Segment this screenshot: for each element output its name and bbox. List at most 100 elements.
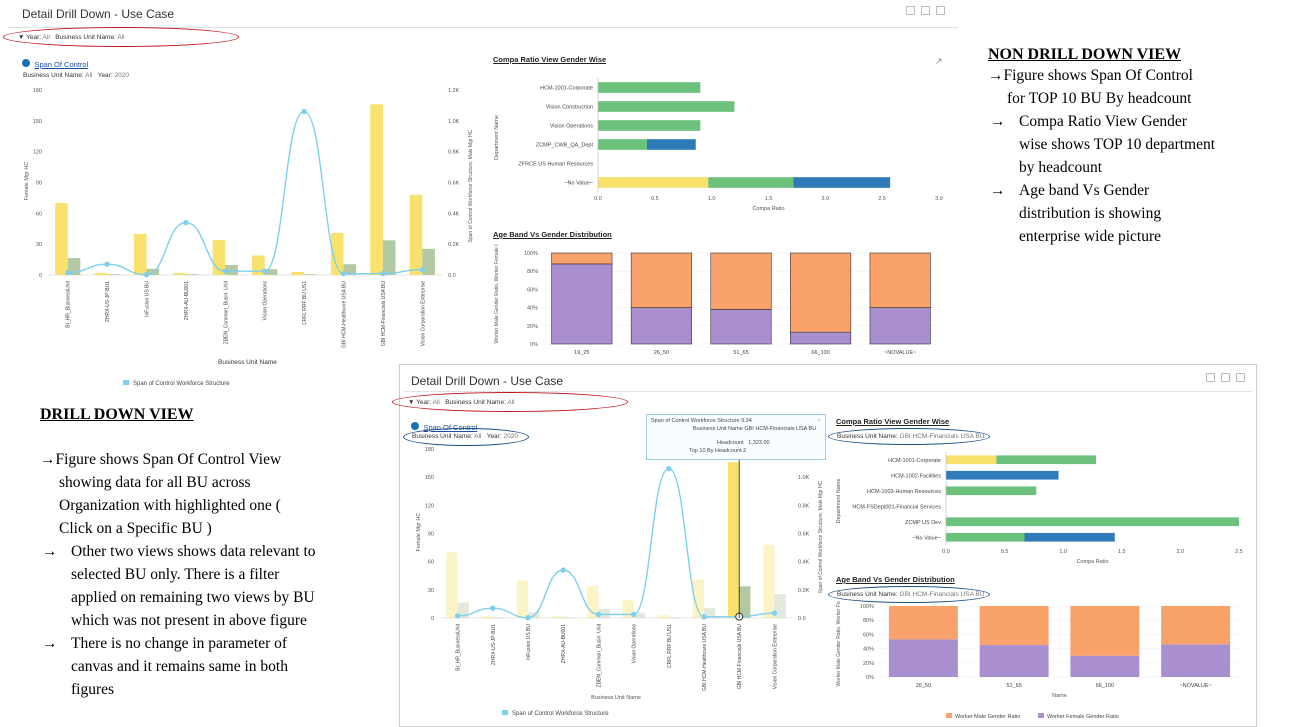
bottom-compa-sub-highlight	[828, 428, 990, 445]
non-drill-line: for TOP 10 BU By headcount	[1007, 90, 1192, 107]
y-tick-label: 60%	[527, 287, 538, 293]
y-tick-label: HCM-1001-Corporate	[888, 458, 941, 464]
y2-axis-label: Span of Control Workforce Structure, Mal…	[818, 480, 824, 593]
y-tick-label: ~No Value~	[912, 535, 941, 541]
male-mgr-bar	[422, 248, 435, 275]
span-point	[380, 270, 386, 277]
y-tick-label: 60	[36, 211, 42, 217]
y-tick-label: 20%	[527, 324, 538, 330]
female-ratio-bar	[630, 307, 692, 345]
y-tick-label: 30	[36, 242, 42, 248]
top-span-title[interactable]: Span Of Control	[34, 60, 89, 69]
bottom-filter-highlight	[392, 392, 628, 412]
x-tick-label: GBI HCM-Financials USA BU	[737, 624, 743, 690]
y-tick-label: 90	[428, 532, 434, 538]
y-tick-label: 20%	[863, 661, 874, 667]
comment-icon[interactable]	[906, 6, 915, 15]
y-tick-label: HCM-FSDept001-Financial Services	[852, 504, 941, 510]
male-mgr-bar	[343, 264, 357, 275]
x-tick-label: ZHRX-AU-BU001	[184, 281, 190, 320]
x-tick-label: BI_HR_BusinessUnit	[66, 280, 72, 327]
x-tick-label: 0.0	[594, 196, 602, 202]
x-tick-label: 3.0	[935, 196, 943, 202]
bottom-compa-title: Compa Ratio View Gender Wise	[836, 417, 950, 426]
top-compa-chart: HCM-1001-Corporate Vision Construction Vis…	[494, 78, 943, 212]
drill-line: showing data for all BU across	[59, 474, 251, 491]
female-mgr-bar	[173, 272, 186, 275]
arrow-icon: →	[42, 635, 58, 652]
compa-bar	[1024, 532, 1115, 542]
x-tick-label: ZBEN_Common_Busin. Unit	[596, 623, 602, 687]
top-toolbar	[900, 2, 945, 20]
y2-tick-label: 1.0K	[798, 475, 810, 481]
y-tick-label: 100%	[860, 604, 874, 610]
x-tick-label: Vision Operations	[632, 624, 638, 664]
info-icon	[22, 58, 30, 67]
drill-title: DRILL DOWN VIEW	[40, 406, 194, 423]
legend-swatch-male	[946, 713, 952, 718]
non-drill-line: by headcount	[1019, 159, 1103, 176]
female-ratio-bar	[710, 309, 772, 345]
share-icon[interactable]	[1221, 373, 1230, 382]
legend-label: Span of Control Workforce Structure	[133, 381, 230, 387]
maximize-icon[interactable]: ↗	[935, 56, 943, 66]
x-tick-label: 1.0	[1059, 549, 1067, 555]
bottom-filter-bar[interactable]: ▼ Year: All Business Unit Name: All	[408, 399, 515, 406]
y-tick-label: 150	[425, 475, 434, 481]
y-tick-label: 100%	[524, 251, 538, 257]
x-tick-label: Vision Corporation Enterprise	[420, 281, 426, 346]
female-ratio-bar	[790, 331, 852, 345]
y-tick-label: ZCMP_CWB_QA_Dept	[536, 143, 594, 149]
male-mgr-bar	[457, 602, 469, 618]
x-tick-label: 2.5	[1235, 549, 1243, 555]
bottom-toolbar	[1200, 369, 1245, 387]
span-point	[630, 611, 637, 618]
y-tick-label: 180	[425, 447, 434, 453]
y-tick-label: HCM-1003-Human Resources	[867, 489, 941, 495]
y-tick-label: Vision Operations	[550, 124, 594, 130]
y2-tick-label: 0.4K	[798, 560, 810, 566]
female-ratio-bar	[979, 645, 1049, 677]
y-tick-label: Vision Construction	[546, 105, 593, 111]
compa-bar	[646, 139, 696, 150]
y2-tick-label: 1.0K	[448, 119, 460, 125]
top-filter-bar[interactable]: ▼ Year: All Business Unit Name: All	[18, 34, 125, 41]
x-tick-label: GBI HCM-Financials USA BU	[381, 281, 387, 347]
male-mgr-bar	[492, 617, 505, 618]
y-tick-label: 80%	[863, 618, 874, 624]
comment-icon[interactable]	[1206, 373, 1215, 382]
compa-bar	[793, 177, 891, 188]
x-tick-label: GBI HCM-Healthcare USA BU	[702, 624, 708, 691]
y-tick-label: 0	[431, 616, 434, 622]
x-tick-label: 66_100	[811, 350, 829, 356]
y-tick-label: 0	[39, 273, 42, 279]
x-tick-label: GBI HCM-Healthcare USA BU	[342, 281, 348, 348]
span-line	[67, 110, 423, 276]
tooltip-close-icon[interactable]: ×	[817, 418, 821, 424]
male-mgr-bar	[668, 617, 681, 618]
compa-bar	[996, 455, 1097, 465]
male-mgr-bar	[264, 269, 278, 275]
y-tick-label: 60%	[863, 632, 874, 638]
y2-tick-label: 0.2K	[448, 242, 460, 248]
expand-icon[interactable]	[936, 6, 945, 15]
male-mgr-bar	[67, 258, 81, 275]
share-icon[interactable]	[921, 6, 930, 15]
top-compa-title: Compa Ratio View Gender Wise	[493, 55, 607, 64]
legend-label-male: Worker Male Gender Ratio	[955, 714, 1020, 720]
span-point	[454, 613, 461, 619]
y-tick-label: 30	[428, 588, 434, 594]
y-tick-label: 80%	[527, 269, 538, 275]
male-ratio-bar	[551, 252, 613, 265]
female-mgr-bar	[516, 580, 528, 618]
y2-tick-label: 1.2K	[448, 88, 460, 94]
drill-note: DRILL DOWN VIEW →Figure shows Span Of Co…	[40, 406, 395, 701]
y-tick-label: ZCMP US Dev	[905, 520, 941, 526]
filter-icon: ▼	[18, 34, 25, 41]
female-mgr-bar	[330, 232, 344, 275]
expand-icon[interactable]	[1236, 373, 1245, 382]
x-axis-label: Compa Ratio	[752, 206, 784, 212]
female-ratio-bar	[888, 639, 958, 677]
non-drill-line: Compa Ratio View Gender	[1019, 113, 1187, 130]
top-separator	[8, 27, 958, 28]
